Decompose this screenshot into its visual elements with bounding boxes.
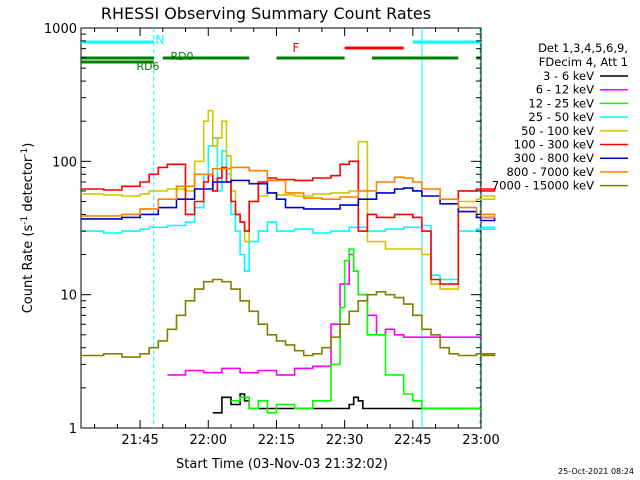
series-lines: [81, 109, 496, 414]
x-tick-label-4: 22:45: [394, 433, 431, 448]
y-axis-label-mid: detector: [21, 156, 36, 216]
x-tick-label-5: 23:00: [462, 433, 499, 448]
y-axis-label-end: ): [21, 143, 36, 148]
x-axis-label: Start Time (03-Nov-03 21:32:02): [176, 457, 388, 472]
state-bars: [81, 40, 481, 64]
timestamp: 25-Oct-2021 08:24: [558, 467, 634, 476]
y-axis-label-main: Count Rate (s: [21, 225, 36, 314]
legend-label-6: 300 - 800 keV: [514, 151, 594, 165]
series-line-2: [231, 248, 481, 414]
y-tick-label-1: 10: [60, 289, 77, 304]
x-tick-label-2: 22:15: [258, 433, 295, 448]
series-line-6: [81, 179, 496, 222]
legend-label-1: 6 - 12 keV: [536, 83, 594, 97]
legend-label-0: 3 - 6 keV: [543, 69, 594, 83]
legend-label-4: 50 - 100 keV: [521, 124, 594, 138]
legend-label-2: 12 - 25 keV: [528, 96, 594, 110]
series-line-5: [81, 160, 496, 285]
y-tick-label-2: 100: [52, 155, 77, 170]
legend-label-3: 25 - 50 keV: [528, 110, 594, 124]
series-line-0: [212, 393, 481, 414]
chart-title: RHESSI Observing Summary Count Rates: [101, 4, 431, 23]
legend-header-2: FDecim 4, Att 1: [539, 55, 628, 69]
x-tick-label-3: 22:30: [326, 433, 363, 448]
y-tick-label-0: 1: [69, 422, 77, 437]
legend: Det 1,3,4,5,6,9, FDecim 4, Att 1 3 - 6 k…: [492, 41, 628, 193]
series-line-1: [167, 253, 481, 376]
legend-header-1: Det 1,3,4,5,6,9,: [538, 41, 628, 55]
annotation-rd0: RD0: [170, 50, 193, 63]
legend-label-7: 800 - 7000 keV: [506, 165, 594, 179]
y-axis-label-sup2: -1: [20, 148, 30, 157]
legend-label-5: 100 - 300 keV: [514, 138, 594, 152]
annotation-rd6: RD6: [136, 60, 159, 73]
x-tick-label-1: 22:00: [190, 433, 227, 448]
x-tick-label-0: 21:45: [121, 433, 158, 448]
series-line-4: [81, 109, 496, 290]
series-line-8: [81, 278, 496, 358]
legend-label-8: 7000 - 15000 keV: [492, 179, 594, 193]
annotation-f: F: [293, 41, 300, 55]
y-axis-label: Count Rate (s-1 detector-1): [20, 143, 36, 314]
annotation-n: N: [156, 33, 165, 47]
axis-ticks: 21:45 22:00 22:15 22:30 22:45 23:00 1 10 100 1000: [44, 22, 500, 448]
series-line-7: [81, 166, 496, 219]
y-tick-label-3: 1000: [44, 22, 77, 37]
y-axis-label-sup1: -1: [20, 216, 30, 225]
